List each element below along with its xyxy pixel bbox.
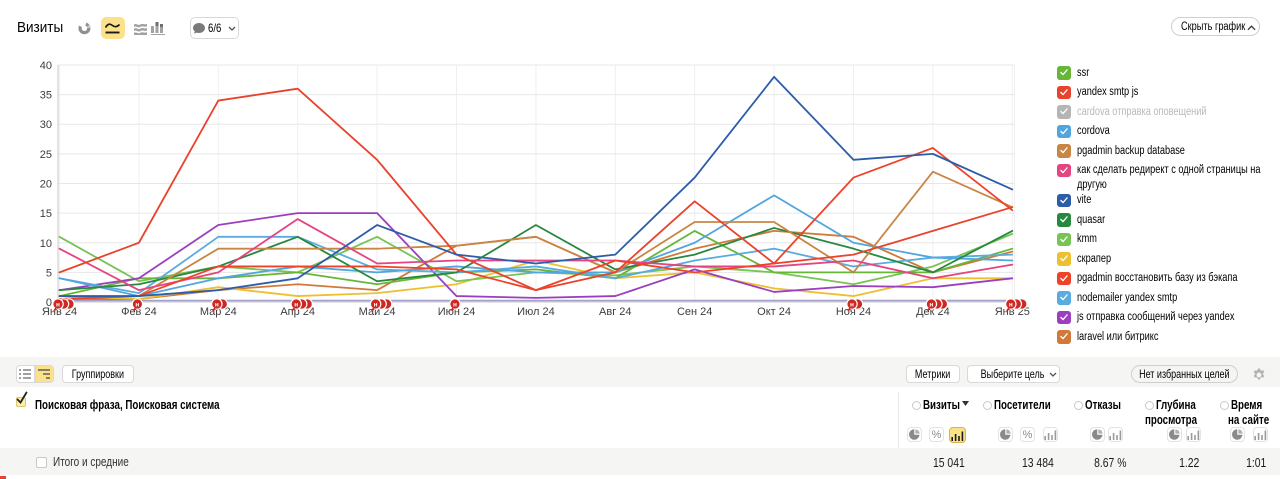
svg-text:н: н: [294, 301, 298, 308]
svg-text:н: н: [850, 301, 854, 308]
svg-text:Фев 24: Фев 24: [121, 306, 157, 318]
svg-text:Сен 24: Сен 24: [677, 306, 712, 318]
svg-text:15: 15: [40, 208, 52, 220]
svg-text:40: 40: [40, 60, 52, 72]
svg-text:н: н: [374, 301, 378, 308]
svg-text:н: н: [1009, 301, 1013, 308]
svg-text:10: 10: [40, 238, 52, 250]
svg-text:Мар 24: Мар 24: [200, 306, 237, 318]
svg-text:Июн 24: Июн 24: [438, 306, 476, 318]
svg-text:н: н: [453, 301, 457, 308]
svg-text:н: н: [135, 301, 139, 308]
svg-text:0: 0: [46, 297, 52, 309]
svg-text:30: 30: [40, 119, 52, 131]
svg-text:25: 25: [40, 149, 52, 161]
svg-text:н: н: [56, 301, 60, 308]
svg-text:Окт 24: Окт 24: [757, 306, 791, 318]
svg-text:Авг 24: Авг 24: [599, 306, 631, 318]
svg-text:35: 35: [40, 90, 52, 102]
svg-text:Июл 24: Июл 24: [517, 306, 555, 318]
svg-text:5: 5: [46, 267, 52, 279]
svg-text:н: н: [215, 301, 219, 308]
svg-text:Ноя 24: Ноя 24: [836, 306, 871, 318]
svg-text:20: 20: [40, 179, 52, 191]
svg-text:н: н: [929, 301, 933, 308]
